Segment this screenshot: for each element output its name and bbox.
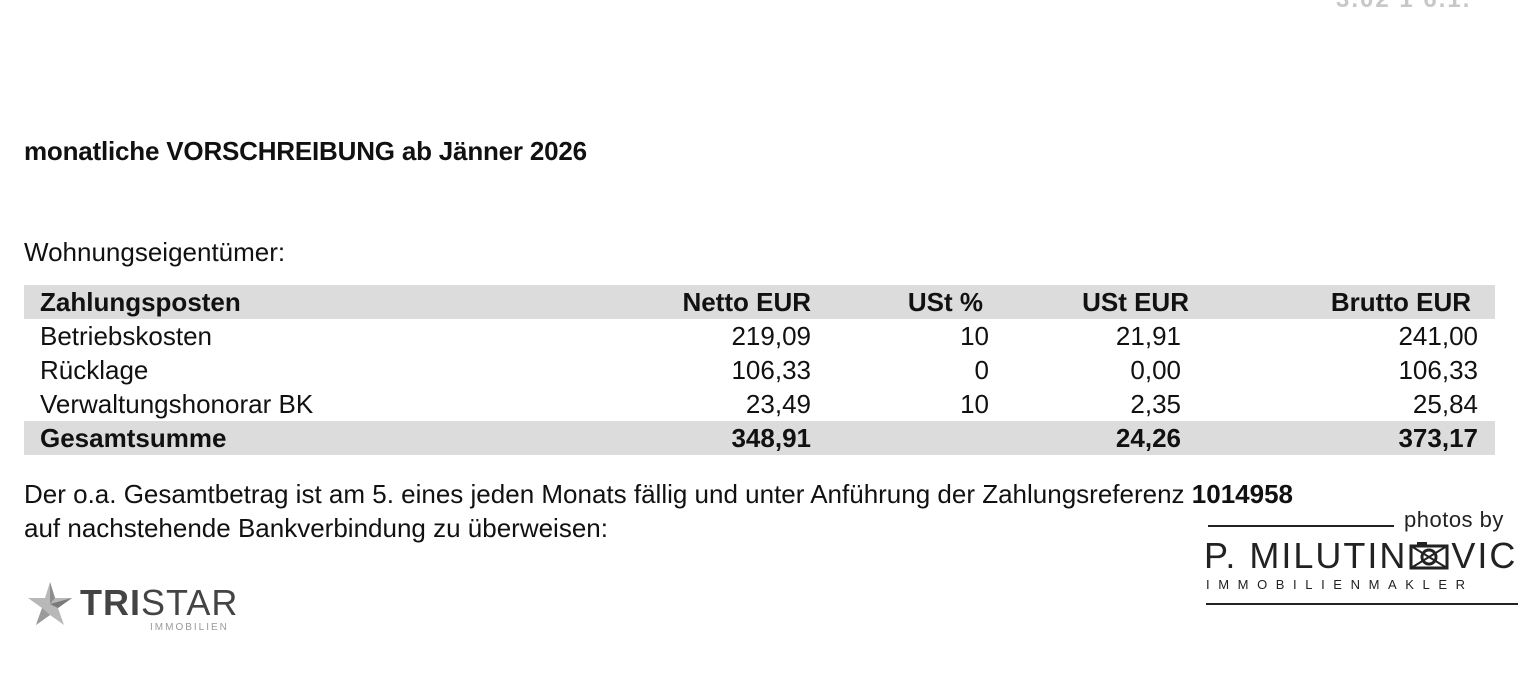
cell-gross: 241,00 (1398, 321, 1478, 351)
payment-text: Der o.a. Gesamtbetrag ist am 5. eines je… (24, 479, 1192, 509)
cell-item: Rücklage (40, 355, 149, 385)
tristar-subtitle: IMMOBILIEN (150, 622, 229, 633)
total-label: Gesamtsumme (40, 423, 227, 453)
cell-gross: 106,33 (1398, 355, 1478, 385)
cell-vat-eur: 0,00 (1130, 355, 1181, 385)
logo-subtitle: IMMOBILIENMAKLER (1206, 577, 1474, 592)
cell-gross: 25,84 (1412, 389, 1478, 419)
cell-vat-percent: 10 (960, 321, 989, 351)
payment-line-2: auf nachstehende Bankverbindung zu überw… (24, 513, 608, 543)
table-header-row: Zahlungsposten Netto EUR USt % USt EUR B… (24, 285, 1495, 319)
cell-vat-percent: 10 (960, 389, 989, 419)
logo-name-left: P. MILUTIN (1204, 535, 1408, 576)
cell-net: 106,33 (731, 355, 811, 385)
logo-rule-top (1208, 525, 1394, 527)
header-vat-eur: USt EUR (1082, 287, 1189, 317)
camera-icon (1409, 542, 1449, 570)
header-net: Netto EUR (682, 287, 811, 317)
total-vat-percent (811, 421, 989, 455)
header-gross: Brutto EUR (1330, 287, 1471, 317)
table-total-row: Gesamtsumme 348,91 24,26 373,17 (24, 421, 1495, 455)
total-gross: 373,17 (1398, 423, 1478, 453)
cell-net: 23,49 (745, 389, 811, 419)
star-icon (28, 582, 72, 625)
header-item: Zahlungsposten (40, 287, 241, 317)
payment-instructions: Der o.a. Gesamtbetrag ist am 5. eines je… (24, 477, 1424, 545)
owner-label: Wohnungseigentümer: (24, 237, 286, 267)
milutinovic-logo: photos by P. MILUTIN VIC IMMOBILIENMAKLER (1200, 505, 1530, 615)
payment-reference: 1014958 (1191, 479, 1294, 509)
tristar-wordmark: TRISTAR (80, 582, 238, 624)
header-vat-percent: USt % (907, 287, 983, 317)
logo-rule-bottom (1206, 603, 1518, 605)
tristar-part-1: TRI (80, 582, 141, 623)
table-row: Betriebskosten 219,09 10 21,91 241,00 (24, 319, 1495, 353)
table-row: Verwaltungshonorar BK 23,49 10 2,35 25,8… (24, 387, 1495, 421)
cell-item: Verwaltungshonorar BK (40, 389, 314, 419)
cell-item: Betriebskosten (40, 321, 212, 351)
cell-net: 219,09 (731, 321, 811, 351)
payment-items-table: Zahlungsposten Netto EUR USt % USt EUR B… (24, 285, 1495, 455)
logo-name: P. MILUTIN VIC (1204, 535, 1517, 577)
logo-photos-by: photos by (1404, 507, 1504, 532)
total-vat-eur: 24,26 (1115, 423, 1181, 453)
document-title: monatliche VORSCHREIBUNG ab Jänner 2026 (24, 136, 587, 166)
cell-vat-eur: 2,35 (1130, 389, 1181, 419)
tristar-logo: TRISTAR IMMOBILIEN (24, 580, 254, 640)
payment-line-1: Der o.a. Gesamtbetrag ist am 5. eines je… (24, 477, 1424, 511)
table-row: Rücklage 106,33 0 0,00 106,33 (24, 353, 1495, 387)
total-net: 348,91 (731, 423, 811, 453)
tristar-part-2: STAR (141, 582, 239, 623)
cut-off-header-text: 3.02 1 6.1. (1336, 0, 1471, 14)
logo-name-right: VIC (1451, 535, 1518, 576)
cell-vat-percent: 0 (974, 355, 989, 385)
cell-vat-eur: 21,91 (1115, 321, 1181, 351)
